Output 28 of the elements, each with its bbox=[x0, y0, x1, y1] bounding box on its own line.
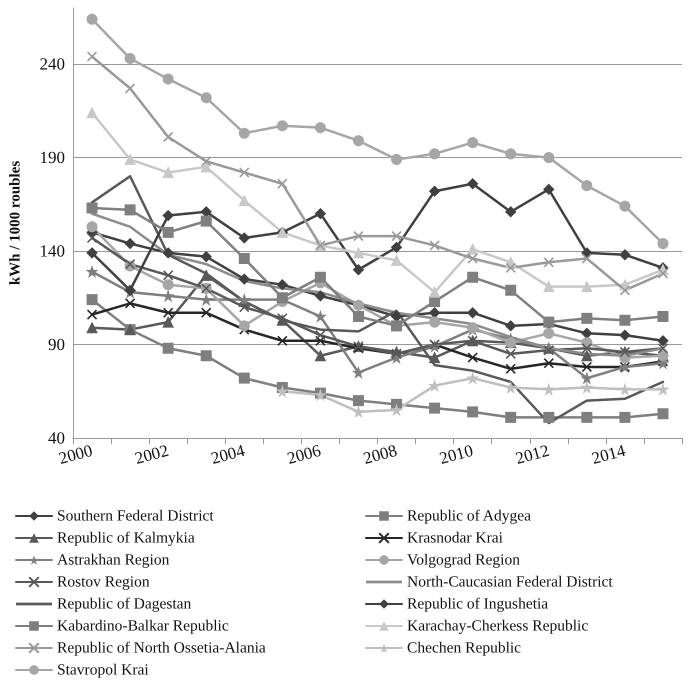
y-tick-label: 190 bbox=[40, 148, 65, 168]
x-tick-label: 2004 bbox=[208, 440, 248, 468]
legend-label: Kabardino-Balkar Republic bbox=[57, 618, 229, 634]
x-tick-label: 2002 bbox=[132, 440, 171, 468]
legend-label: Republic of Dagestan bbox=[57, 596, 192, 612]
legend-label: North-Caucasian Federal District bbox=[407, 574, 614, 590]
x-tick-label: 2008 bbox=[361, 440, 399, 468]
y-tick-label: 90 bbox=[48, 335, 65, 354]
legend-label: Republic of Ingushetia bbox=[407, 596, 548, 612]
x-tick-label: 2006 bbox=[285, 440, 323, 468]
legend-label: Rostov Region bbox=[57, 574, 150, 590]
y-tick-label: 40 bbox=[48, 428, 65, 448]
legend-label: Karachay-Cherkess Republic bbox=[407, 618, 588, 634]
legend-label: Krasnodar Krai bbox=[407, 530, 504, 546]
legend-label: Southern Federal District bbox=[57, 508, 214, 524]
y-axis-title: kWh / 1000 roubles bbox=[8, 160, 24, 286]
y-tick-label: 140 bbox=[40, 242, 65, 261]
legend-label: Republic of North Ossetia-Alania bbox=[57, 640, 266, 656]
x-tick-label: 2010 bbox=[437, 440, 476, 468]
legend-label: Republic of Kalmykia bbox=[57, 530, 195, 546]
legend-label: Chechen Republic bbox=[407, 640, 522, 656]
x-tick-label: 2014 bbox=[590, 440, 628, 468]
y-tick-label: 240 bbox=[40, 54, 65, 74]
legend-label: Stavropol Krai bbox=[57, 662, 150, 678]
x-tick-label: 2012 bbox=[513, 440, 552, 468]
legend-label: Astrakhan Region bbox=[57, 552, 170, 568]
legend-label: Republic of Adygea bbox=[407, 508, 532, 524]
legend-label: Volgograd Region bbox=[407, 552, 520, 568]
